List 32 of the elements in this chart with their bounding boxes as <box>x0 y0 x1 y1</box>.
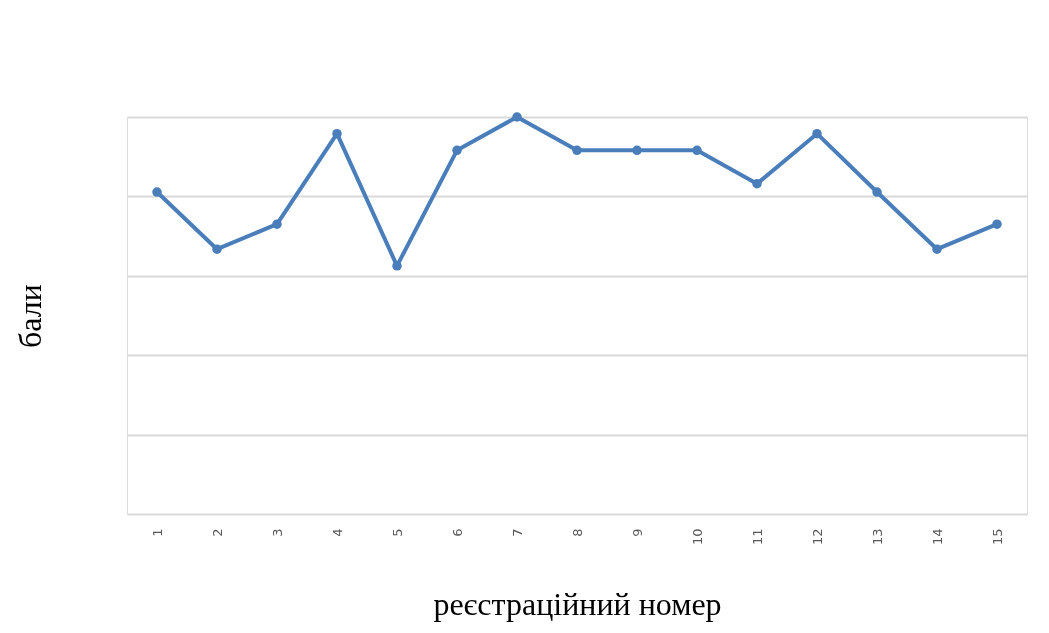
x-tick-label: 6 <box>449 528 465 537</box>
x-tick-label: 4 <box>329 528 345 537</box>
x-tick-label: 8 <box>569 528 585 537</box>
point <box>392 261 402 271</box>
x-tick-label: 13 <box>869 528 885 546</box>
point <box>332 128 342 139</box>
point <box>812 128 822 139</box>
point <box>572 145 582 156</box>
point <box>932 244 942 254</box>
x-tick-label: 10 <box>689 528 705 546</box>
x-tick-label: 12 <box>809 528 825 546</box>
point <box>632 145 642 156</box>
x-tick-label: 15 <box>989 528 1005 546</box>
x-tick-label: 11 <box>749 528 765 546</box>
point <box>272 219 282 229</box>
point <box>152 187 162 197</box>
point <box>452 145 462 156</box>
x-tick-label: 3 <box>269 528 285 537</box>
x-tick-label: 14 <box>929 528 945 546</box>
x-tick-label: 5 <box>389 528 405 537</box>
point <box>692 145 702 156</box>
x-tick-label: 2 <box>209 528 225 537</box>
point <box>752 178 762 189</box>
point <box>512 112 522 122</box>
x-tick-label: 7 <box>509 528 525 537</box>
x-tick-label: 1 <box>149 528 165 537</box>
point <box>212 244 222 254</box>
point <box>992 219 1002 229</box>
x-axis-title: реєстраційний номер <box>433 586 722 623</box>
point <box>872 187 882 197</box>
x-tick-label: 9 <box>629 528 645 537</box>
y-axis-title: бали <box>11 284 48 348</box>
